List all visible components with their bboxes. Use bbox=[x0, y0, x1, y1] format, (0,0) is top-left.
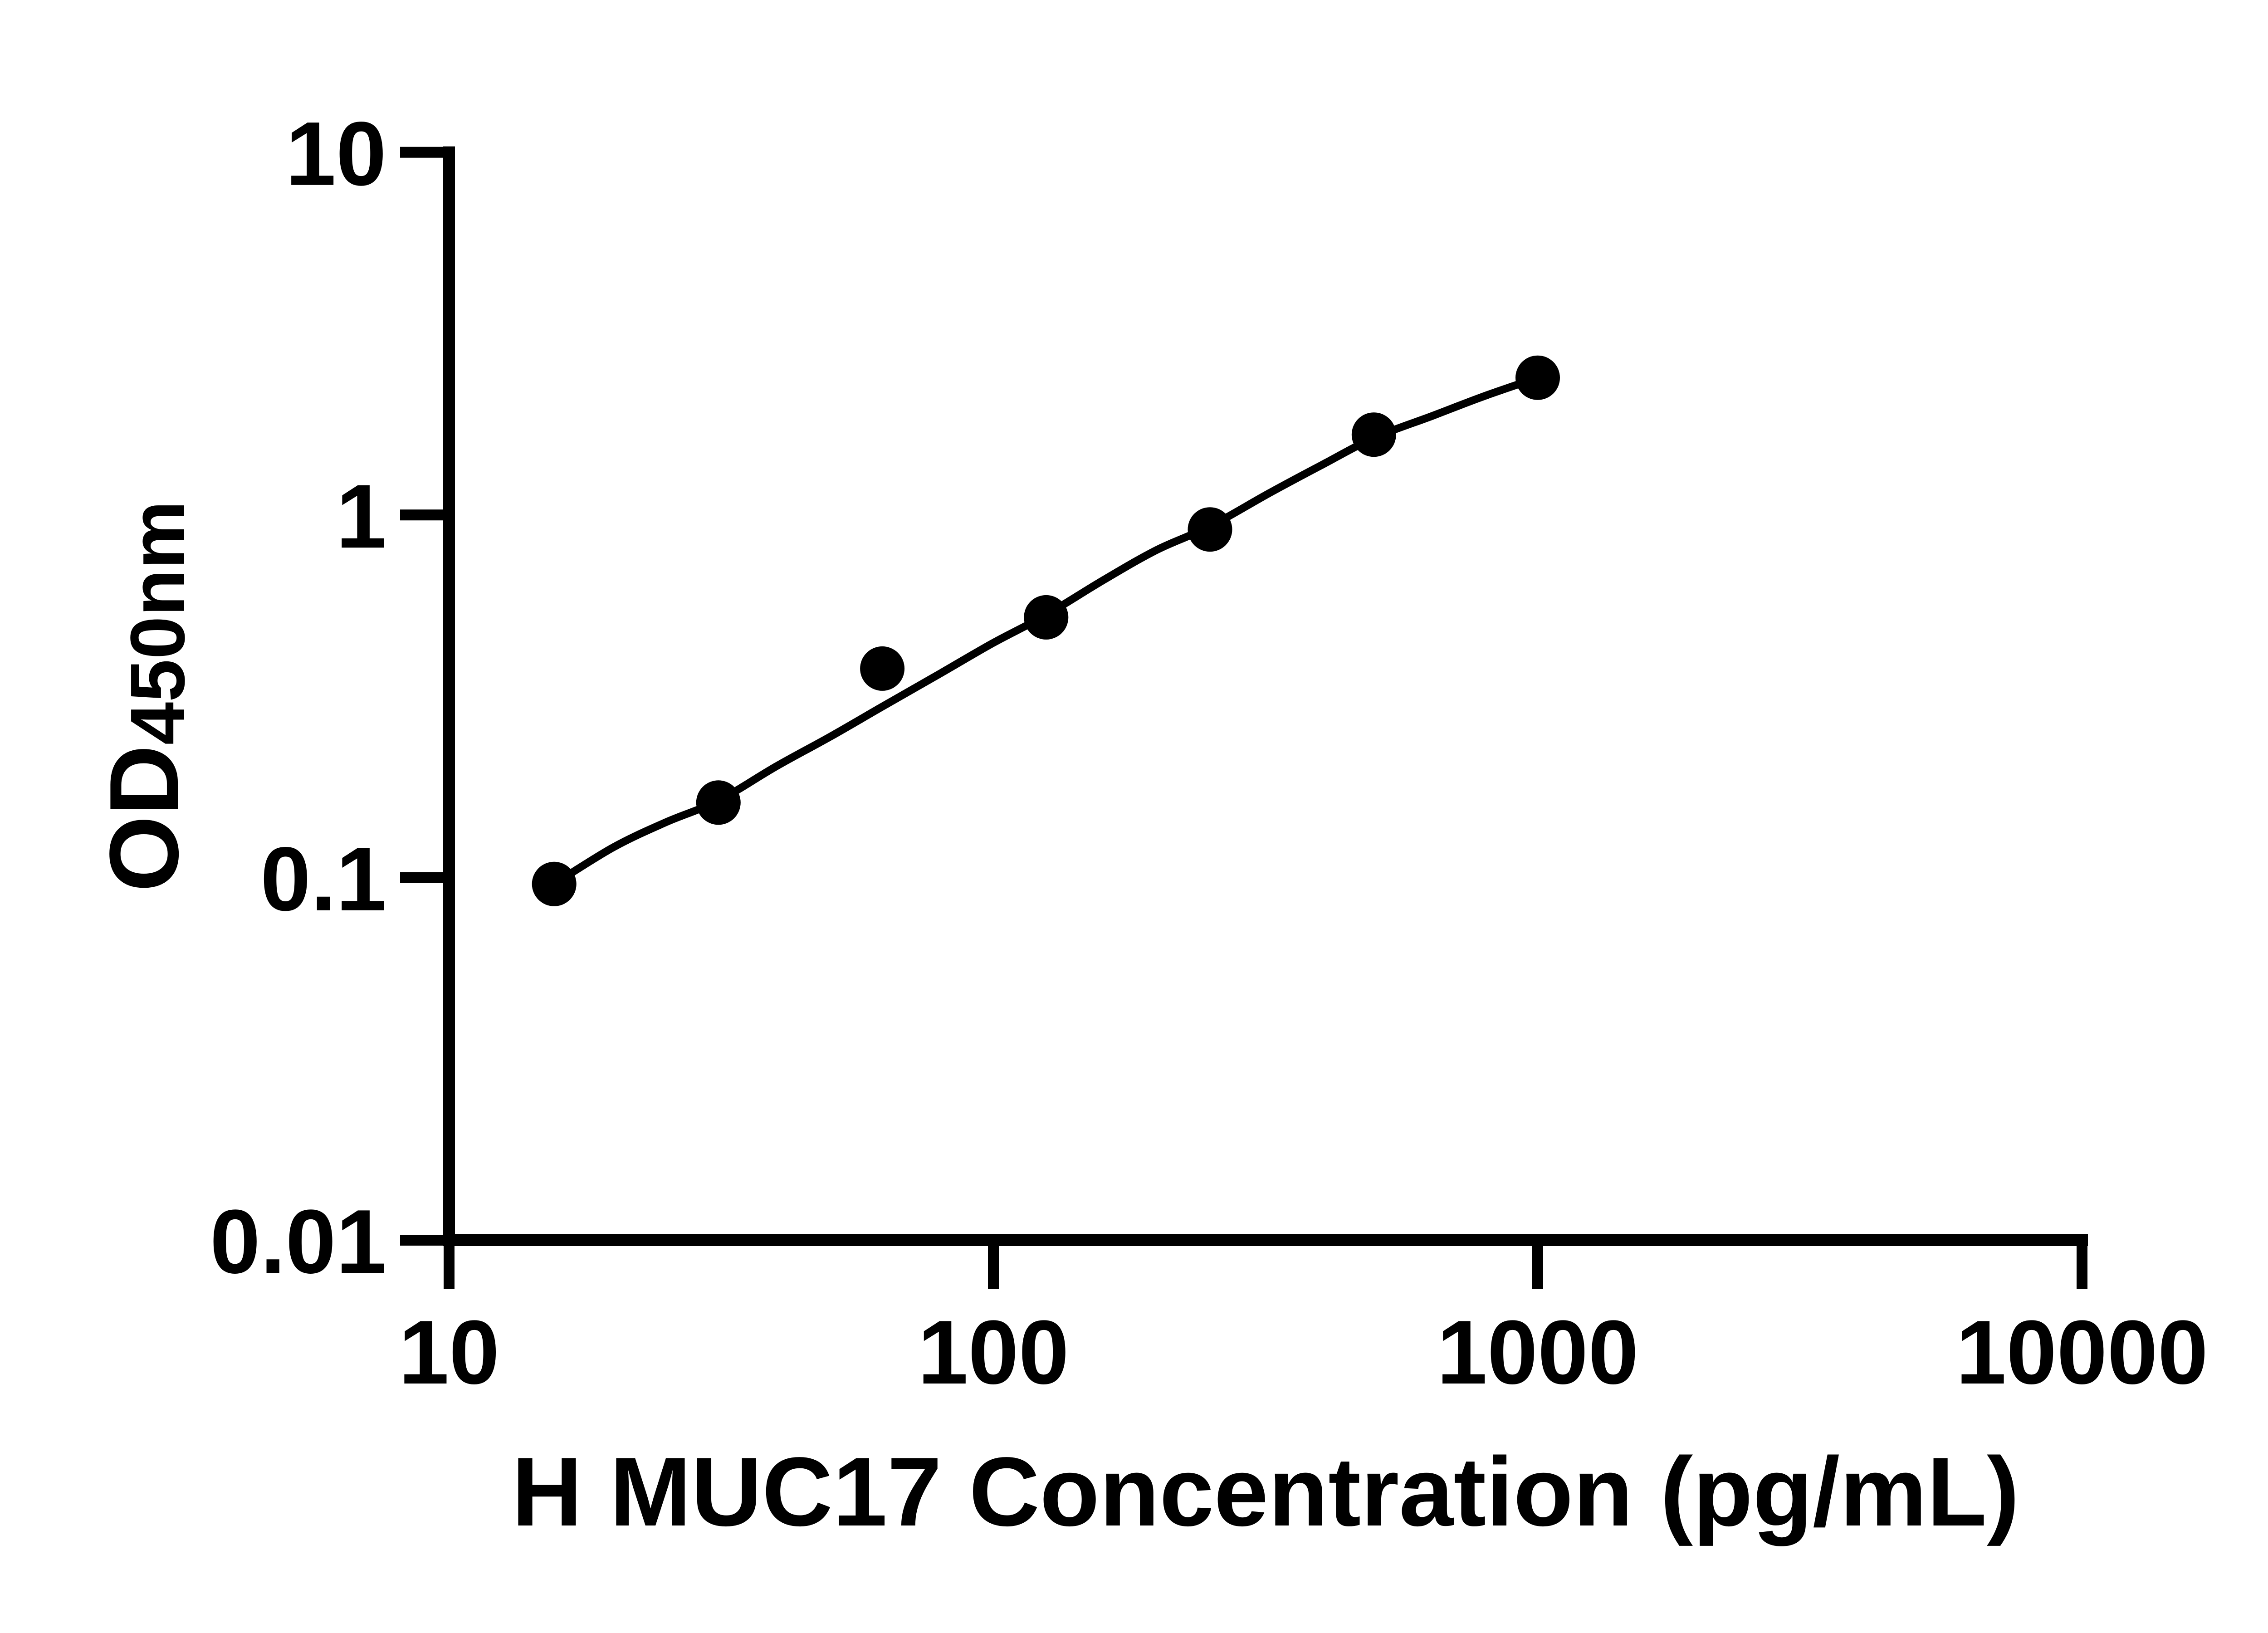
y-tick-label: 10 bbox=[286, 103, 386, 205]
y-tick-label: 1 bbox=[336, 466, 386, 567]
data-point bbox=[1024, 595, 1069, 640]
axis-ticks bbox=[400, 147, 2087, 1289]
y-axis-title-base: OD bbox=[89, 745, 199, 892]
x-tick-label: 1000 bbox=[1437, 1302, 1639, 1403]
data-point bbox=[696, 780, 741, 825]
data-point bbox=[1515, 355, 1560, 400]
axes bbox=[443, 146, 2088, 1246]
y-tick-label: 0.1 bbox=[260, 829, 386, 930]
data-point bbox=[532, 861, 577, 906]
data-point bbox=[1188, 507, 1232, 552]
y-axis-title: OD450nm bbox=[89, 501, 201, 892]
y-axis-title-subscript: 450nm bbox=[115, 501, 201, 745]
y-tick-label: 0.01 bbox=[210, 1191, 386, 1292]
x-axis-title: H MUC17 Concentration (pg/mL) bbox=[512, 1437, 2019, 1546]
x-tick-label: 10000 bbox=[1956, 1302, 2208, 1403]
data-point bbox=[860, 646, 905, 691]
x-tick-label: 100 bbox=[918, 1302, 1069, 1403]
data-point bbox=[1351, 412, 1396, 457]
data-points bbox=[532, 355, 1560, 906]
x-tick-label: 10 bbox=[399, 1302, 499, 1403]
